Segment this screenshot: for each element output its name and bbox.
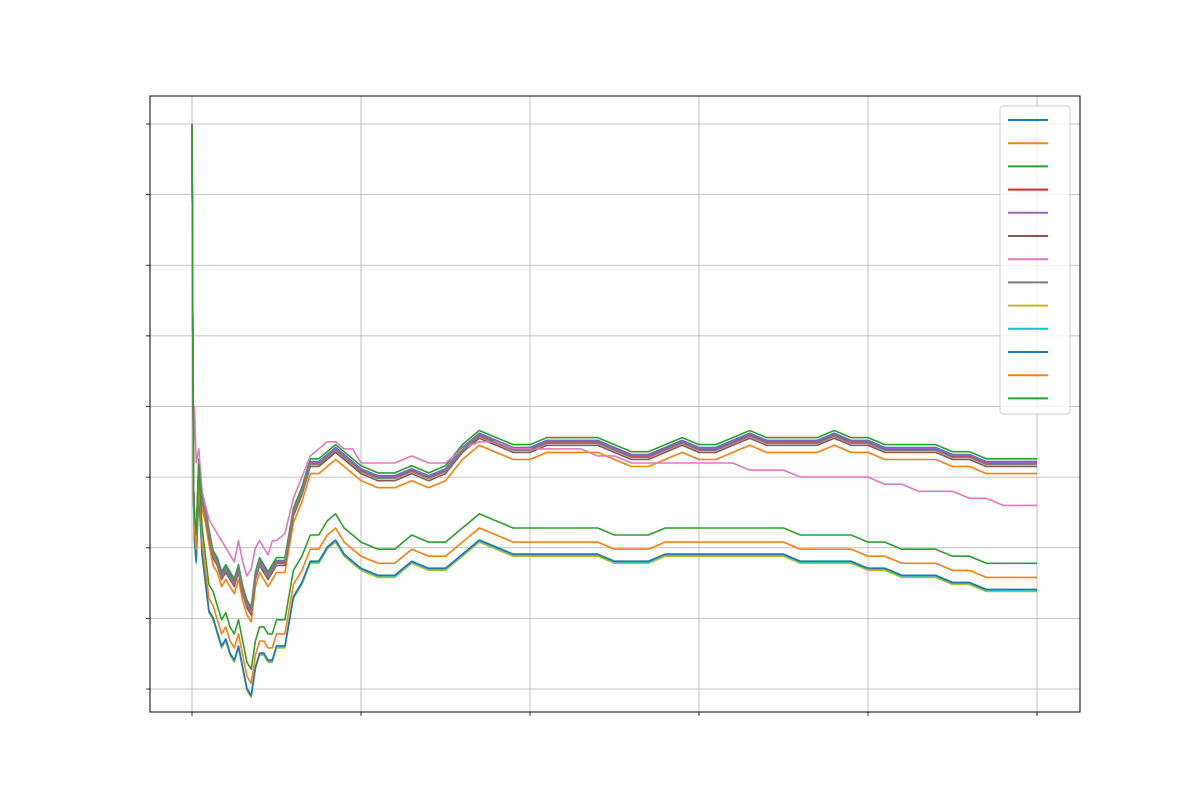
series-line-7 bbox=[191, 123, 1037, 577]
axis-ticks bbox=[146, 123, 1038, 716]
plot-frame bbox=[149, 95, 1081, 713]
series-line-3 bbox=[191, 123, 1037, 608]
series-line-11 bbox=[191, 123, 1037, 697]
series-line-13 bbox=[191, 123, 1037, 670]
series-line-12 bbox=[191, 123, 1037, 685]
series-line-8 bbox=[191, 123, 1037, 614]
series-line-2 bbox=[191, 123, 1037, 623]
series-line-5 bbox=[191, 123, 1037, 612]
legend bbox=[999, 105, 1071, 415]
series-lines bbox=[191, 123, 1037, 699]
series-line-6 bbox=[191, 123, 1037, 616]
